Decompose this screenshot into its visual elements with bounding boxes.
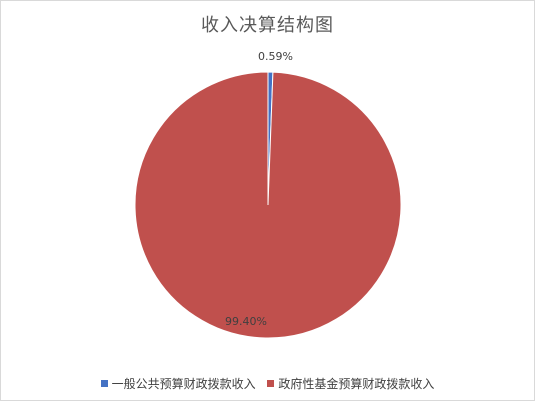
pie-slice-fund-budget [134, 71, 402, 339]
legend-label-general-budget: 一般公共预算财政拨款收入 [111, 377, 256, 391]
chart-title: 收入决算结构图 [201, 15, 334, 36]
data-label-general-budget: 0.59% [258, 50, 293, 63]
legend: 一般公共预算财政拨款收入 政府性基金预算财政拨款收入 [1, 375, 534, 392]
legend-item-general-budget: 一般公共预算财政拨款收入 [100, 375, 256, 392]
legend-item-fund-budget: 政府性基金预算财政拨款收入 [267, 375, 434, 392]
legend-swatch-fund-budget [267, 380, 275, 387]
data-label-fund-budget: 99.40% [225, 315, 267, 328]
legend-swatch-general-budget [100, 380, 108, 387]
legend-label-fund-budget: 政府性基金预算财政拨款收入 [278, 377, 435, 391]
